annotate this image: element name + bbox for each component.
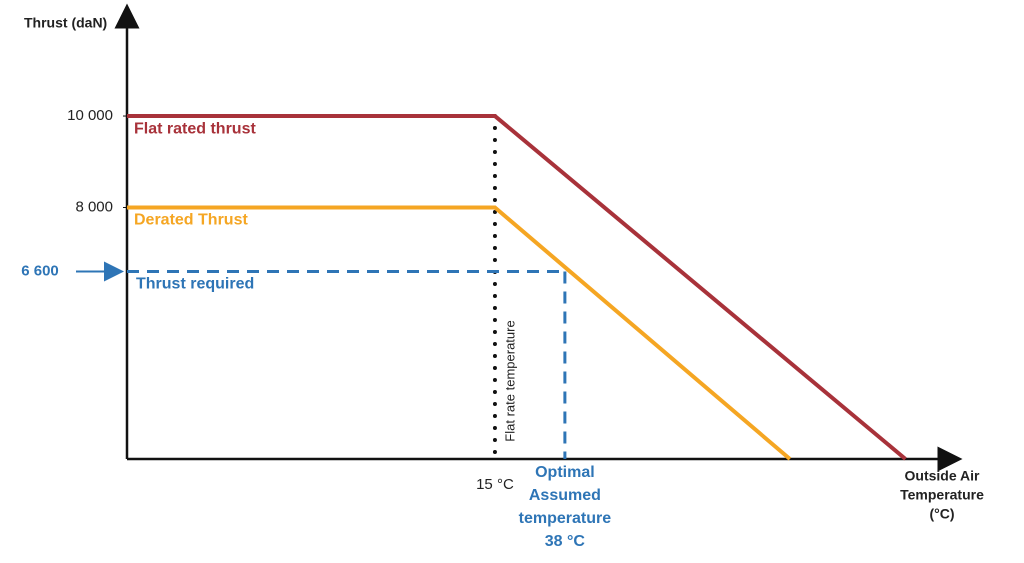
x-axis-title: Temperature [900,487,984,503]
required-temperature-label: temperature [519,510,612,527]
series-line [127,205,792,461]
x-axis-title: (°C) [929,506,954,522]
required-tick-label: 6 600 [21,262,59,279]
series-label: Flat rated thrust [134,120,256,137]
series-label: Derated Thrust [134,212,248,229]
flat-rate-label: Flat rate temperature [502,320,517,441]
series-line [127,114,907,461]
y-axis-title: Thrust (daN) [24,15,107,31]
y-tick-label: 10 000 [67,107,113,124]
x-tick-label: 15 °C [476,476,514,493]
required-temperature-label: Assumed [529,487,601,504]
required-temperature-label: 38 °C [545,533,586,550]
y-tick-label: 8 000 [75,198,113,215]
x-axis-title: Outside Air [905,468,980,484]
required-label: Thrust required [136,276,254,293]
required-temperature-label: Optimal [535,464,595,481]
